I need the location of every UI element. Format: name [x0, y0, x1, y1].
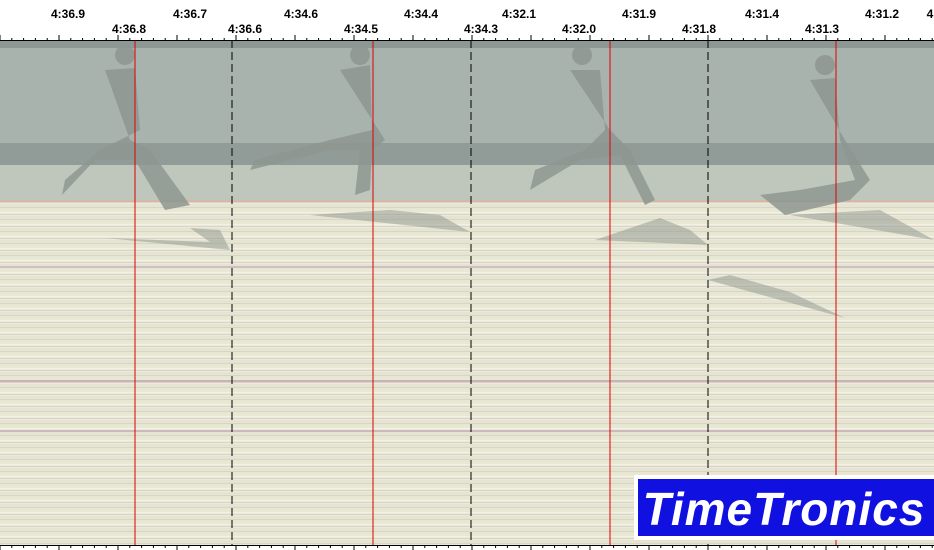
time-label: 4:36.6 [228, 22, 262, 36]
time-label: 4:31.4 [745, 7, 779, 21]
time-label: 4:31.9 [622, 7, 656, 21]
logo: TimeTronics [634, 475, 934, 540]
time-label: 4:31.2 [865, 7, 899, 21]
stand-band [0, 48, 934, 143]
time-labels: 4:36.9 4:36.7 4:34.6 4:34.4 4:32.1 4:31.9 4:31… [51, 7, 934, 36]
time-label: 4:32.1 [502, 7, 536, 21]
time-label: 4:32.0 [562, 22, 596, 36]
scale-ticks [0, 35, 933, 550]
time-label: 4:31.8 [682, 22, 716, 36]
time-label: 4:34.6 [284, 7, 318, 21]
logo-text: TimeTronics [643, 483, 926, 535]
timing-lines [134, 40, 837, 545]
time-label: 4:31.3 [805, 22, 839, 36]
time-label: 4:36.9 [51, 7, 85, 21]
runners [62, 45, 934, 318]
time-label: 4:36.7 [173, 7, 207, 21]
time-label: 4:34.3 [464, 22, 498, 36]
time-label: 4: [927, 7, 934, 21]
time-label: 4:36.8 [112, 22, 146, 36]
time-label: 4:34.5 [344, 22, 378, 36]
time-label: 4:34.4 [404, 7, 438, 21]
